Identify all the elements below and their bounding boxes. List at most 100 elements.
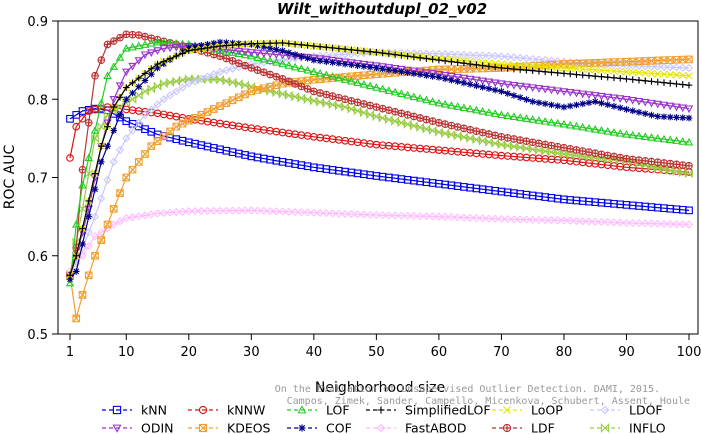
point-cof	[385, 66, 393, 74]
point-simplifiedlof	[285, 40, 293, 47]
point-ldf	[97, 56, 106, 64]
point-odin	[609, 94, 619, 103]
point-cof	[685, 114, 693, 122]
point-ldf	[291, 80, 299, 88]
point-fastabod	[491, 214, 500, 223]
point-ldf	[566, 145, 575, 153]
point-odin	[153, 47, 162, 55]
point-ldf	[635, 156, 643, 164]
legend-marker-cof	[298, 424, 306, 432]
point-cof	[448, 76, 455, 84]
point-odin	[247, 49, 256, 57]
point-lof	[378, 84, 387, 93]
point-ldf	[366, 101, 374, 110]
point-ldf	[322, 90, 331, 99]
point-fastabod	[215, 206, 225, 215]
point-cof	[273, 46, 280, 53]
point-inflo	[347, 104, 356, 114]
point-cof	[85, 213, 93, 220]
point-lof	[353, 78, 362, 87]
point-ldf	[453, 123, 462, 131]
point-lof	[565, 120, 575, 129]
series-knn	[66, 104, 693, 215]
point-lof	[109, 62, 119, 70]
point-inflo	[278, 89, 287, 99]
legend-item-inflo: INFLO	[590, 421, 666, 434]
point-fastabod	[522, 215, 531, 224]
point-fastabod	[384, 211, 393, 220]
point-simplifiedlof	[216, 42, 224, 50]
point-lof	[528, 115, 537, 123]
point-inflo	[466, 133, 475, 144]
point-ldf	[347, 97, 356, 105]
point-cof	[466, 81, 474, 88]
point-fastabod	[441, 212, 450, 221]
point-cof	[373, 64, 380, 72]
point-cof	[291, 51, 299, 58]
point-kdeos	[153, 137, 162, 146]
point-lof	[678, 137, 687, 145]
point-simplifiedlof	[91, 170, 99, 177]
point-ldf	[141, 32, 149, 41]
point-ldf	[91, 72, 99, 80]
point-cof	[610, 102, 618, 110]
point-ldof	[178, 83, 187, 92]
legend-marker-odin	[112, 424, 122, 433]
point-ldf	[328, 92, 337, 100]
point-inflo	[241, 80, 249, 90]
point-inflo	[685, 168, 693, 179]
point-cof	[654, 113, 662, 120]
point-loop	[610, 67, 618, 75]
point-cof	[298, 53, 305, 60]
point-simplifiedlof	[598, 73, 605, 81]
point-fastabod	[372, 210, 381, 220]
point-ldf	[134, 31, 143, 39]
y-tick-label: 0.6	[27, 250, 48, 265]
point-cof	[641, 110, 649, 117]
point-simplifiedlof	[310, 42, 318, 50]
point-loop	[647, 69, 656, 78]
point-odin	[622, 96, 631, 104]
point-loop	[541, 63, 549, 71]
legend-item-knn: kNN	[102, 403, 167, 418]
point-fastabod	[353, 210, 362, 219]
point-simplifiedlof	[585, 72, 593, 79]
point-simplifiedlof	[529, 67, 536, 74]
point-ldf	[641, 157, 650, 165]
point-inflo	[447, 129, 456, 140]
point-ldf	[616, 153, 625, 162]
point-fastabod	[678, 220, 687, 229]
point-lof	[322, 70, 331, 79]
point-simplifiedlof	[460, 59, 468, 67]
point-lof	[90, 126, 100, 134]
point-ldof	[341, 50, 350, 59]
point-cof	[216, 38, 224, 46]
point-odin	[497, 80, 506, 89]
point-fastabod	[203, 206, 212, 215]
point-loop	[528, 62, 537, 70]
point-fastabod	[147, 210, 156, 219]
series-simplifiedlof	[66, 39, 693, 279]
point-fastabod	[253, 206, 262, 215]
point-cof	[379, 65, 386, 73]
point-ldf	[84, 118, 93, 127]
point-ldf	[647, 157, 656, 166]
point-fastabod	[516, 215, 525, 224]
series-fastabod	[65, 206, 694, 276]
point-inflo	[672, 166, 681, 177]
point-kdeos	[203, 108, 212, 116]
point-simplifiedlof	[616, 75, 624, 82]
point-cof	[510, 92, 518, 99]
point-fastabod	[547, 216, 556, 225]
point-cof	[616, 104, 624, 112]
point-inflo	[441, 128, 450, 138]
point-fastabod	[622, 218, 631, 227]
point-cof	[154, 64, 161, 72]
point-inflo	[428, 125, 437, 136]
point-fastabod	[397, 211, 406, 220]
point-ldf	[272, 72, 281, 81]
point-simplifiedlof	[660, 79, 668, 86]
point-inflo	[497, 140, 506, 150]
point-odin	[503, 81, 512, 89]
point-loop	[635, 68, 643, 77]
